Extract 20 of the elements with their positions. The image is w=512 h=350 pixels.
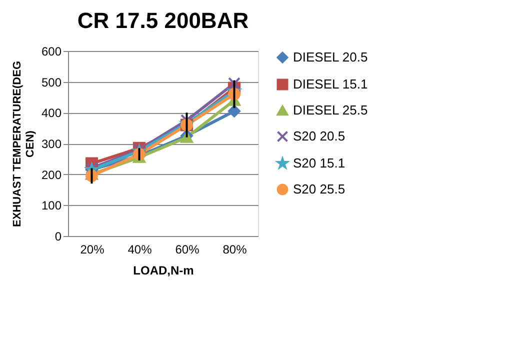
legend-label: S20 25.5 [293,182,346,196]
legend-label: DIESEL 20.5 [293,50,368,64]
y-tick-label: 0 [54,230,62,244]
legend-label: DIESEL 25.5 [293,102,368,118]
legend-label: DIESEL 15.1 [293,76,368,92]
y-tick-label: 200 [41,168,62,182]
x-tick-label: 60% [175,242,200,256]
y-tick-label: 500 [41,75,62,90]
x-tick-label: 80% [222,242,248,256]
y-tick-label: 300 [41,137,62,151]
y-tick-label: 400 [41,106,62,120]
y-axis-title: EXHUAST TEMPERATURE(DEG CEN) [11,60,36,228]
x-tick-label: 40% [128,242,152,256]
y-tick-label: 100 [41,198,62,213]
legend-label: S20 20.5 [293,128,346,144]
x-tick-label: 20% [80,242,105,256]
x-axis-title: LOAD,N-m [133,264,194,278]
legend-label: S20 15.1 [293,156,346,170]
chart-title: CR 17.5 200BAR [77,8,249,33]
y-tick-label: 600 [41,44,62,58]
